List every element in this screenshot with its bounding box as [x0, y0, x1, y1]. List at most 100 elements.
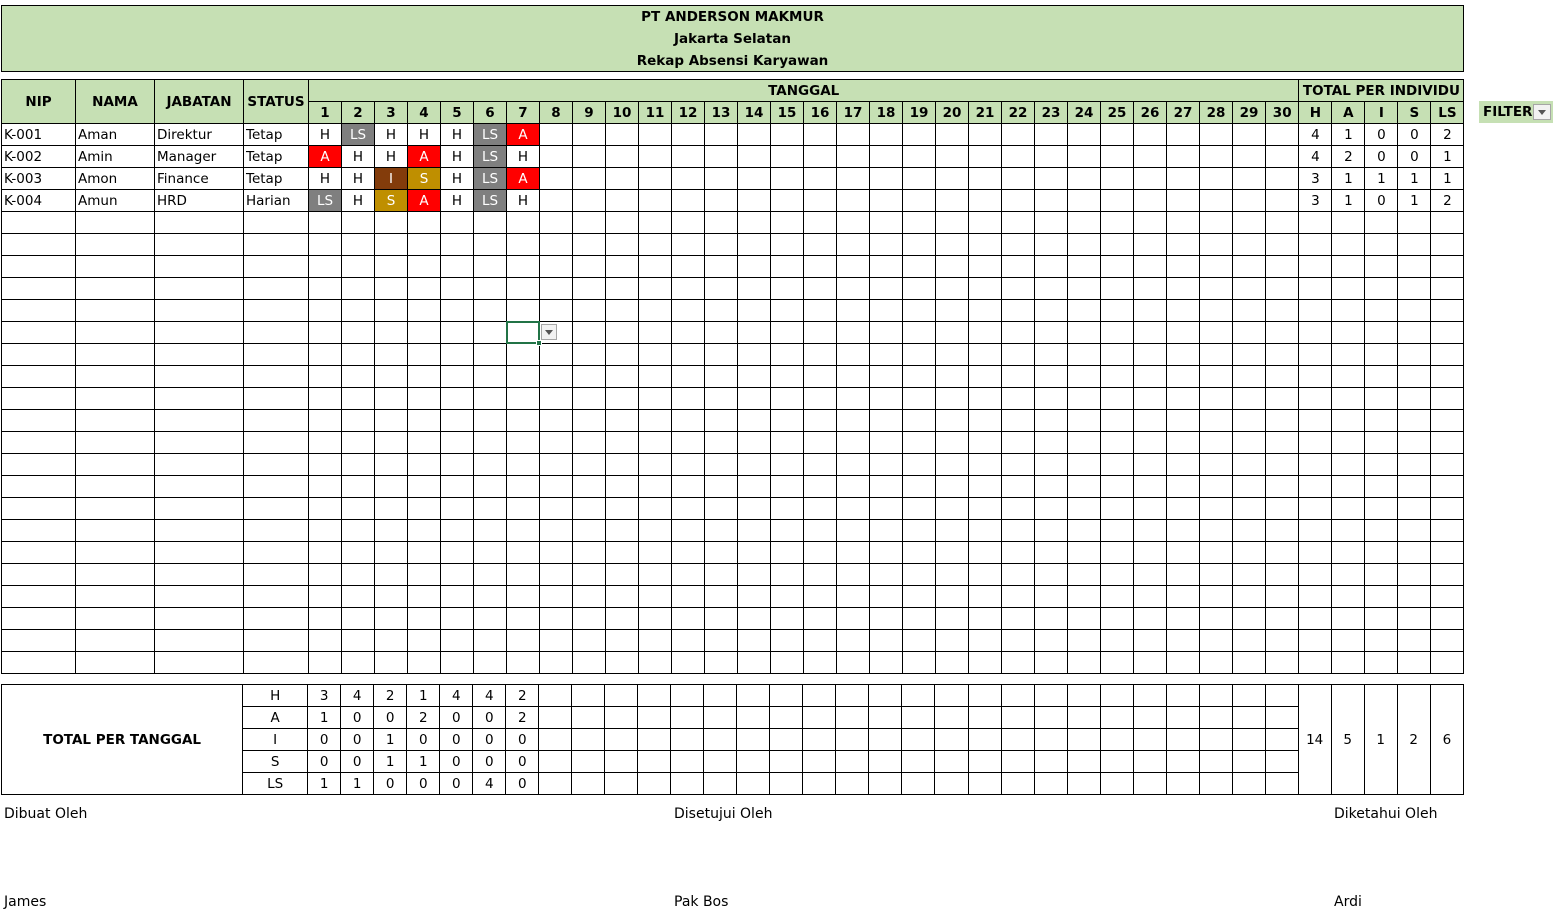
daily-total-cell[interactable]: 4 — [439, 684, 474, 707]
attendance-cell[interactable] — [704, 167, 738, 190]
empty-cell[interactable] — [968, 277, 1002, 300]
daily-total-cell[interactable] — [1264, 772, 1299, 795]
empty-cell[interactable] — [572, 651, 606, 674]
empty-cell[interactable] — [75, 453, 155, 476]
empty-cell[interactable] — [1232, 255, 1266, 278]
empty-cell[interactable] — [341, 233, 375, 256]
empty-cell[interactable] — [407, 607, 441, 630]
empty-cell[interactable] — [638, 453, 672, 476]
empty-cell[interactable] — [407, 629, 441, 652]
empty-cell[interactable] — [75, 343, 155, 366]
empty-cell[interactable] — [737, 211, 771, 234]
empty-cell[interactable] — [1067, 255, 1101, 278]
empty-cell[interactable] — [1397, 321, 1432, 344]
daily-total-cell[interactable] — [1099, 728, 1134, 751]
attendance-cell[interactable]: A — [407, 145, 441, 168]
daily-total-cell[interactable] — [1264, 750, 1299, 773]
daily-total-cell[interactable] — [637, 772, 672, 795]
empty-cell[interactable] — [704, 211, 738, 234]
empty-cell[interactable] — [737, 431, 771, 454]
empty-cell[interactable] — [308, 629, 342, 652]
empty-cell[interactable] — [902, 585, 936, 608]
empty-cell[interactable] — [704, 607, 738, 630]
empty-cell[interactable] — [968, 387, 1002, 410]
empty-cell[interactable] — [440, 585, 474, 608]
empty-cell[interactable] — [935, 365, 969, 388]
empty-cell[interactable] — [572, 629, 606, 652]
daily-total-cell[interactable] — [802, 728, 837, 751]
empty-cell[interactable] — [440, 541, 474, 564]
daily-total-cell[interactable] — [538, 772, 573, 795]
empty-cell[interactable] — [1264, 607, 1300, 630]
empty-cell[interactable] — [770, 299, 804, 322]
daily-total-cell[interactable] — [538, 706, 573, 729]
attendance-cell[interactable]: H — [440, 189, 474, 212]
empty-cell[interactable] — [1001, 387, 1035, 410]
empty-cell[interactable] — [1364, 563, 1399, 586]
empty-cell[interactable] — [638, 409, 672, 432]
empty-cell[interactable] — [704, 233, 738, 256]
empty-cell[interactable] — [1430, 409, 1465, 432]
attendance-cell[interactable] — [605, 145, 639, 168]
empty-cell[interactable] — [341, 409, 375, 432]
attendance-cell[interactable] — [671, 167, 705, 190]
attendance-cell[interactable] — [770, 145, 804, 168]
attendance-cell[interactable] — [572, 123, 606, 146]
empty-cell[interactable] — [1199, 541, 1233, 564]
empty-cell[interactable] — [1298, 299, 1333, 322]
daily-total-cell[interactable] — [1033, 772, 1068, 795]
daily-total-cell[interactable]: 0 — [439, 728, 474, 751]
empty-cell[interactable] — [243, 343, 309, 366]
empty-cell[interactable] — [671, 497, 705, 520]
daily-total-cell[interactable] — [1231, 750, 1266, 773]
empty-cell[interactable] — [75, 365, 155, 388]
empty-cell[interactable] — [407, 453, 441, 476]
empty-cell[interactable] — [1430, 255, 1465, 278]
daily-total-cell[interactable] — [967, 706, 1002, 729]
daily-total-cell[interactable] — [1132, 772, 1167, 795]
empty-cell[interactable] — [968, 475, 1002, 498]
empty-cell[interactable] — [407, 365, 441, 388]
attendance-cell[interactable] — [1232, 167, 1266, 190]
empty-cell[interactable] — [539, 431, 573, 454]
empty-cell[interactable] — [506, 607, 540, 630]
empty-cell[interactable] — [1166, 519, 1200, 542]
attendance-cell[interactable] — [1232, 189, 1266, 212]
daily-total-cell[interactable]: 0 — [307, 728, 342, 751]
empty-cell[interactable] — [1, 475, 76, 498]
empty-cell[interactable] — [1430, 277, 1465, 300]
daily-total-cell[interactable] — [835, 750, 870, 773]
daily-total-cell[interactable] — [637, 728, 672, 751]
attendance-cell[interactable]: H — [308, 123, 342, 146]
empty-cell[interactable] — [737, 519, 771, 542]
daily-total-cell[interactable]: 1 — [307, 772, 342, 795]
empty-cell[interactable] — [440, 277, 474, 300]
empty-cell[interactable] — [1001, 607, 1035, 630]
empty-cell[interactable] — [506, 299, 540, 322]
empty-cell[interactable] — [737, 585, 771, 608]
empty-cell[interactable] — [968, 299, 1002, 322]
empty-cell[interactable] — [75, 497, 155, 520]
empty-cell[interactable] — [1034, 365, 1068, 388]
attendance-cell[interactable] — [1133, 145, 1167, 168]
daily-total-cell[interactable] — [703, 772, 738, 795]
empty-cell[interactable] — [1364, 475, 1399, 498]
empty-cell[interactable] — [1067, 365, 1101, 388]
empty-cell[interactable] — [407, 343, 441, 366]
attendance-cell[interactable] — [1264, 123, 1300, 146]
empty-cell[interactable] — [1397, 299, 1432, 322]
empty-cell[interactable] — [308, 387, 342, 410]
empty-cell[interactable] — [1264, 387, 1300, 410]
daily-total-cell[interactable] — [1033, 728, 1068, 751]
empty-cell[interactable] — [1364, 585, 1399, 608]
empty-cell[interactable] — [1034, 431, 1068, 454]
empty-cell[interactable] — [341, 365, 375, 388]
empty-cell[interactable] — [539, 453, 573, 476]
empty-cell[interactable] — [1034, 299, 1068, 322]
daily-total-cell[interactable] — [769, 750, 804, 773]
daily-total-cell[interactable] — [604, 728, 639, 751]
empty-cell[interactable] — [440, 409, 474, 432]
empty-cell[interactable] — [539, 387, 573, 410]
empty-cell[interactable] — [1397, 409, 1432, 432]
empty-cell[interactable] — [1, 321, 76, 344]
